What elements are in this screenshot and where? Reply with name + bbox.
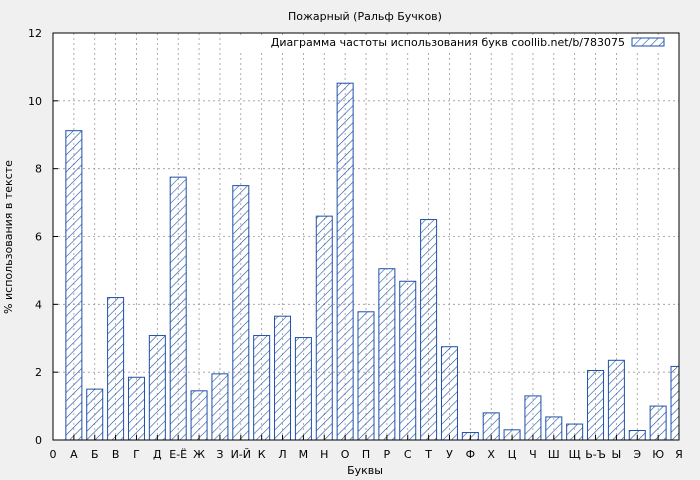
x-tick-label: А: [70, 448, 78, 461]
bar: [524, 395, 542, 441]
bar: [253, 335, 271, 441]
x-tick-label: Ч: [529, 448, 537, 461]
bar: [127, 376, 145, 441]
x-tick-label: С: [404, 448, 412, 461]
bar: [357, 311, 375, 441]
x-tick-label: Ш: [548, 448, 560, 461]
y-tick-label: 10: [28, 95, 42, 108]
x-tick-label: Я: [675, 448, 683, 461]
x-tick-label: Т: [424, 448, 432, 461]
x-tick-label: У: [446, 448, 453, 461]
x-tick-label: Ы: [612, 448, 622, 461]
x-tick-label: П: [362, 448, 370, 461]
bar: [294, 337, 312, 441]
x-tick-label: Г: [133, 448, 140, 461]
y-tick-label: 4: [35, 298, 42, 311]
bars-group: [65, 82, 680, 441]
x-tick-label: Б: [91, 448, 99, 461]
y-tick-label: 0: [35, 434, 42, 447]
bar: [107, 297, 125, 441]
x-tick-label: Д: [153, 448, 162, 461]
bar: [148, 335, 166, 441]
bar: [607, 359, 625, 441]
x-tick-label: З: [216, 448, 223, 461]
bar: [86, 388, 104, 441]
x-tick-label: Н: [320, 448, 328, 461]
bar: [336, 82, 354, 441]
y-tick-label: 12: [28, 27, 42, 40]
x-tick-label: О: [341, 448, 350, 461]
legend-background: [240, 35, 676, 50]
bar: [440, 346, 458, 441]
x-tick-label: Ф: [466, 448, 475, 461]
legend-label: Диаграмма частоты использования букв coo…: [271, 36, 625, 49]
bar: [378, 268, 396, 441]
x-tick-label: Щ: [569, 448, 581, 461]
x-tick-label: Р: [384, 448, 391, 461]
legend: Диаграмма частоты использования букв coo…: [240, 35, 676, 50]
x-tick-label: И-Й: [231, 448, 251, 461]
y-axis-label: % использования в тексте: [2, 160, 15, 314]
legend-swatch: [631, 37, 665, 47]
x-tick-label: Ю: [652, 448, 664, 461]
x-tick-label: Л: [278, 448, 286, 461]
bar: [420, 219, 438, 441]
y-tick-label: 6: [35, 231, 42, 244]
bar: [315, 215, 333, 441]
y-tick-label: 2: [35, 366, 42, 379]
x-tick-label: Ц: [508, 448, 517, 461]
x-tick-label: Э: [633, 448, 641, 461]
y-axis-ticks: 0 2 4 6 8 10 12: [28, 27, 58, 447]
x-tick-label: В: [112, 448, 120, 461]
bar: [587, 369, 605, 441]
bar: [670, 365, 680, 441]
chart-title: Пожарный (Ральф Бучков): [288, 10, 442, 23]
x-tick-label: Ж: [193, 448, 205, 461]
bar: [190, 390, 208, 441]
y-tick-label: 8: [35, 163, 42, 176]
bar: [399, 280, 417, 441]
bar: [274, 315, 292, 441]
x-axis-ticks: 0 А Б В Г Д Е-Ё Ж З И-Й К Л М Н О П Р С Т У Ф Х Ц Ч Ш Щ Ь-Ъ Ы Э Ю Я: [50, 435, 683, 461]
x-tick-label: М: [299, 448, 309, 461]
bar: [65, 130, 83, 441]
x-tick-label: Е-Ё: [169, 448, 187, 461]
x-tick-label: 0: [50, 448, 57, 461]
x-tick-label: Х: [487, 448, 495, 461]
bar: [169, 176, 187, 441]
grid-lines: [53, 33, 679, 440]
x-tick-label: Ь-Ъ: [585, 448, 606, 461]
x-tick-label: К: [258, 448, 266, 461]
x-axis-label: Буквы: [347, 464, 383, 477]
bar: [649, 405, 667, 441]
bar: [211, 373, 229, 441]
bar: [232, 185, 250, 441]
